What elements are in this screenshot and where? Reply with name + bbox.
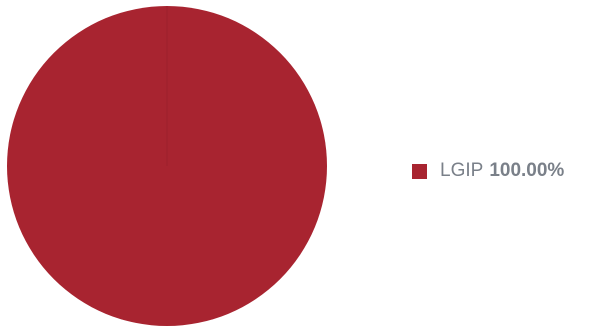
pie-chart [7,6,327,326]
legend-value-lgip: 100.00% [489,160,565,181]
legend-label-lgip: LGIP [440,160,484,181]
legend-swatch-lgip [412,163,427,179]
legend: LGIP 100.00% [412,160,564,182]
